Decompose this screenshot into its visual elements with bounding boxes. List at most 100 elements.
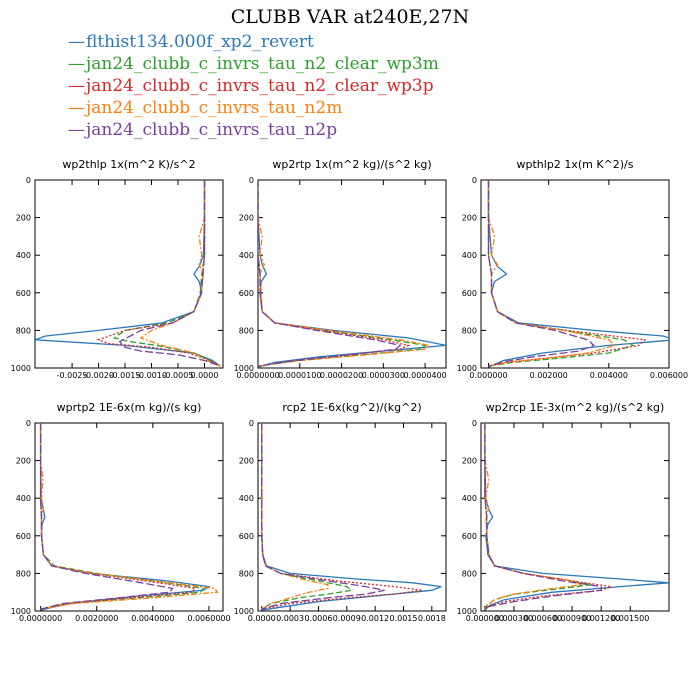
series-line bbox=[39, 423, 205, 610]
chart-panel: wp2rtp 1x(m^2 kg)/(s^2 kg) 0 200 400 600 800 1… bbox=[234, 158, 447, 380]
series-line bbox=[261, 423, 442, 611]
chart-panel: wp2rcp 1E-3x(m^2 kg)/(s^2 kg) 0 200 400 600 8… bbox=[457, 401, 670, 623]
panel-title: wpthlp2 1x(m K^2)/s bbox=[517, 158, 634, 171]
x-tick-label: 0.000300 bbox=[495, 614, 533, 623]
x-tick-label: 0.0000000 bbox=[236, 371, 279, 380]
legend-entry: — jan24_clubb_c_invrs_tau_n2_clear_wp3p bbox=[68, 76, 434, 98]
y-tick-label: 800 bbox=[239, 326, 254, 335]
x-tick-label: 0.0000 bbox=[190, 371, 218, 380]
x-tick-label: 0.002000 bbox=[530, 371, 568, 380]
y-tick-label: 400 bbox=[16, 494, 31, 503]
y-tick-label: 800 bbox=[16, 569, 31, 578]
y-tick-label: 400 bbox=[462, 494, 477, 503]
x-tick-label: 0.0000300 bbox=[362, 371, 405, 380]
y-tick-label: 1000 bbox=[457, 607, 477, 616]
series-line bbox=[258, 180, 402, 367]
series-line bbox=[484, 423, 583, 610]
y-tick-label: 600 bbox=[239, 532, 254, 541]
x-tick-label: 0.001200 bbox=[582, 614, 620, 623]
y-tick-label: 200 bbox=[462, 457, 477, 466]
legend-line-icon: — bbox=[68, 120, 85, 140]
y-tick-label: 800 bbox=[16, 326, 31, 335]
x-tick-label: 0.000600 bbox=[524, 614, 562, 623]
plot-frame bbox=[34, 179, 224, 369]
y-tick-label: 1000 bbox=[11, 364, 31, 373]
y-tick-label: 200 bbox=[16, 214, 31, 223]
x-tick-label: 0.0000200 bbox=[320, 371, 363, 380]
x-tick-label: 0.001500 bbox=[611, 614, 649, 623]
x-tick-label: 0.0040000 bbox=[131, 614, 174, 623]
chart-panel: rcp2 1E-6x(kg^2)/(kg^2) 0 200 400 600 800 1000… bbox=[234, 401, 447, 623]
y-tick-label: 400 bbox=[16, 251, 31, 260]
y-tick-label: 600 bbox=[239, 289, 254, 298]
legend-entry: — jan24_clubb_c_invrs_tau_n2p bbox=[68, 120, 337, 142]
figure-title: CLUBB VAR at240E,27N bbox=[230, 6, 470, 28]
y-tick-label: 400 bbox=[462, 251, 477, 260]
chart-panel: wpthlp2 1x(m K^2)/s020040060080010000.00… bbox=[457, 158, 688, 380]
x-tick-label: 0.000000 bbox=[469, 371, 507, 380]
x-tick-label: -0.0025 bbox=[57, 371, 88, 380]
x-tick-label: -0.0005 bbox=[163, 371, 194, 380]
legend-label: jan24_clubb_c_invrs_tau_n2_clear_wp3m bbox=[86, 54, 439, 74]
y-tick-label: 0 bbox=[26, 176, 31, 185]
y-tick-label: 200 bbox=[462, 214, 477, 223]
y-tick-label: 200 bbox=[239, 457, 254, 466]
y-tick-label: 200 bbox=[239, 214, 254, 223]
legend-label: flthist134.000f_xp2_revert bbox=[86, 32, 314, 52]
plot-frame bbox=[480, 179, 670, 369]
y-tick-label: 0 bbox=[472, 419, 477, 428]
x-tick-label: 0.0000000 bbox=[19, 614, 62, 623]
series-line bbox=[484, 423, 602, 610]
legend-label: jan24_clubb_c_invrs_tau_n2p bbox=[86, 120, 338, 140]
series-line bbox=[118, 180, 221, 367]
legend-line-icon: — bbox=[68, 54, 85, 74]
y-tick-label: 600 bbox=[16, 289, 31, 298]
y-tick-label: 1000 bbox=[234, 607, 254, 616]
x-tick-label: 0.0000 bbox=[248, 614, 276, 623]
series-line bbox=[487, 180, 617, 367]
y-tick-label: 800 bbox=[239, 569, 254, 578]
plot-frame bbox=[480, 422, 670, 612]
series-line bbox=[487, 180, 647, 367]
y-tick-label: 0 bbox=[472, 176, 477, 185]
legend-line-icon: — bbox=[68, 76, 85, 96]
y-tick-label: 600 bbox=[462, 532, 477, 541]
series-line bbox=[484, 423, 614, 610]
x-tick-label: -0.0010 bbox=[136, 371, 167, 380]
x-tick-label: 0.0003 bbox=[276, 614, 304, 623]
series-line bbox=[139, 180, 221, 367]
series-line bbox=[258, 180, 411, 367]
y-tick-label: 200 bbox=[16, 457, 31, 466]
x-tick-label: -0.0020 bbox=[83, 371, 114, 380]
y-tick-label: 400 bbox=[239, 251, 254, 260]
series-line bbox=[484, 423, 592, 610]
plot-frame bbox=[257, 422, 447, 612]
x-tick-label: 0.0015 bbox=[389, 614, 417, 623]
series-line bbox=[35, 180, 221, 367]
series-line bbox=[261, 423, 385, 610]
x-tick-label: 0.000000 bbox=[466, 614, 504, 623]
chart-panel: wp2thlp 1x(m^2 K)/s^2 0 200 400 600 800 1000 -0… bbox=[11, 158, 224, 380]
series-line bbox=[39, 423, 219, 610]
y-tick-label: 600 bbox=[16, 532, 31, 541]
plot-frame bbox=[34, 422, 224, 612]
y-tick-label: 0 bbox=[249, 419, 254, 428]
x-tick-label: 0.0006 bbox=[304, 614, 332, 623]
y-tick-label: 0 bbox=[249, 176, 254, 185]
x-tick-label: 0.0009 bbox=[333, 614, 361, 623]
x-tick-label: 0.006000 bbox=[650, 371, 688, 380]
y-tick-label: 1000 bbox=[234, 364, 254, 373]
y-tick-label: 800 bbox=[462, 326, 477, 335]
series-line bbox=[258, 180, 431, 367]
plot-frame bbox=[257, 179, 447, 369]
y-tick-label: 800 bbox=[462, 569, 477, 578]
series-line bbox=[39, 423, 174, 610]
x-tick-label: 0.0060000 bbox=[187, 614, 230, 623]
series-line bbox=[258, 180, 427, 367]
x-tick-label: 0.000900 bbox=[553, 614, 591, 623]
series-line bbox=[39, 423, 211, 611]
x-tick-label: 0.004000 bbox=[590, 371, 628, 380]
chart-panel: wprtp2 1E-6x(m kg)/(s kg) 0 200 400 600 800 10… bbox=[11, 401, 231, 623]
panel-title: wp2rcp 1E-3x(m^2 kg)/(s^2 kg) bbox=[486, 401, 665, 414]
